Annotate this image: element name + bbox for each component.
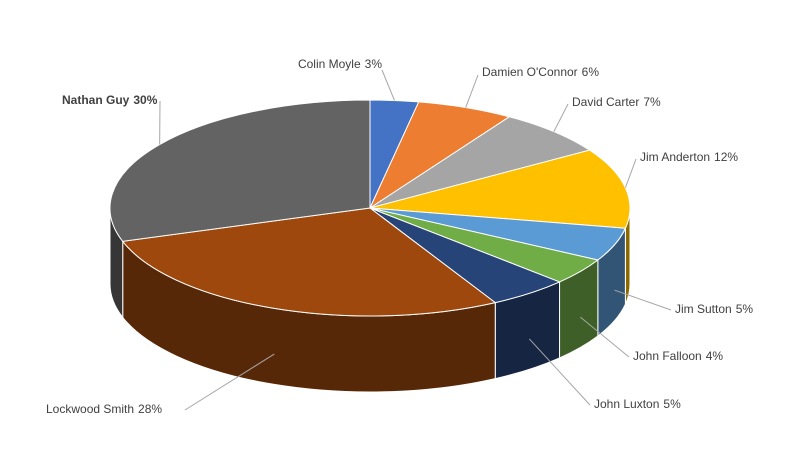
label-value: 30% [133,93,157,107]
data-label: Jim Sutton 5% [675,302,753,316]
label-name: Lockwood Smith [46,402,134,416]
slice [369,149,631,229]
data-label: Jim Anderton 12% [640,150,738,164]
leader-line [465,74,479,108]
leader-line [614,289,672,311]
label-value: 5% [736,302,754,316]
slice [121,207,497,317]
data-label: Damien O'Connor 6% [482,65,599,79]
label-name: John Luxton [594,397,659,411]
label-name: Jim Anderton [640,150,710,164]
slice [369,116,591,209]
leader-line [381,69,395,101]
label-name: Jim Sutton [675,302,732,316]
data-label: Lockwood Smith 28% [46,402,162,416]
leader-line [553,103,569,132]
data-label: Nathan Guy 30% [62,93,158,107]
label-value: 4% [706,349,724,363]
label-name: John Falloon [633,349,702,363]
slice-tops [109,99,631,317]
label-value: 12% [714,150,738,164]
label-value: 6% [582,65,600,79]
data-label: John Luxton 5% [594,397,681,411]
label-name: Nathan Guy [62,93,130,107]
label-value: 28% [138,402,162,416]
label-name: Damien O'Connor [482,65,578,79]
label-value: 5% [663,397,681,411]
label-name: Colin Moyle [298,57,361,71]
leader-line [624,158,637,188]
label-value: 7% [643,95,661,109]
slice [109,99,371,242]
label-value: 3% [365,57,383,71]
labels: Colin Moyle 3% Damien O'Connor 6% David Cart… [46,57,753,416]
leader-line [580,316,630,358]
leader-line [528,338,591,406]
slice-sides [109,207,631,393]
data-label: John Falloon 4% [633,349,723,363]
data-label: Colin Moyle 3% [298,57,382,71]
label-name: David Carter [572,95,639,109]
data-label: David Carter 7% [572,95,661,109]
leader-line [184,353,275,411]
